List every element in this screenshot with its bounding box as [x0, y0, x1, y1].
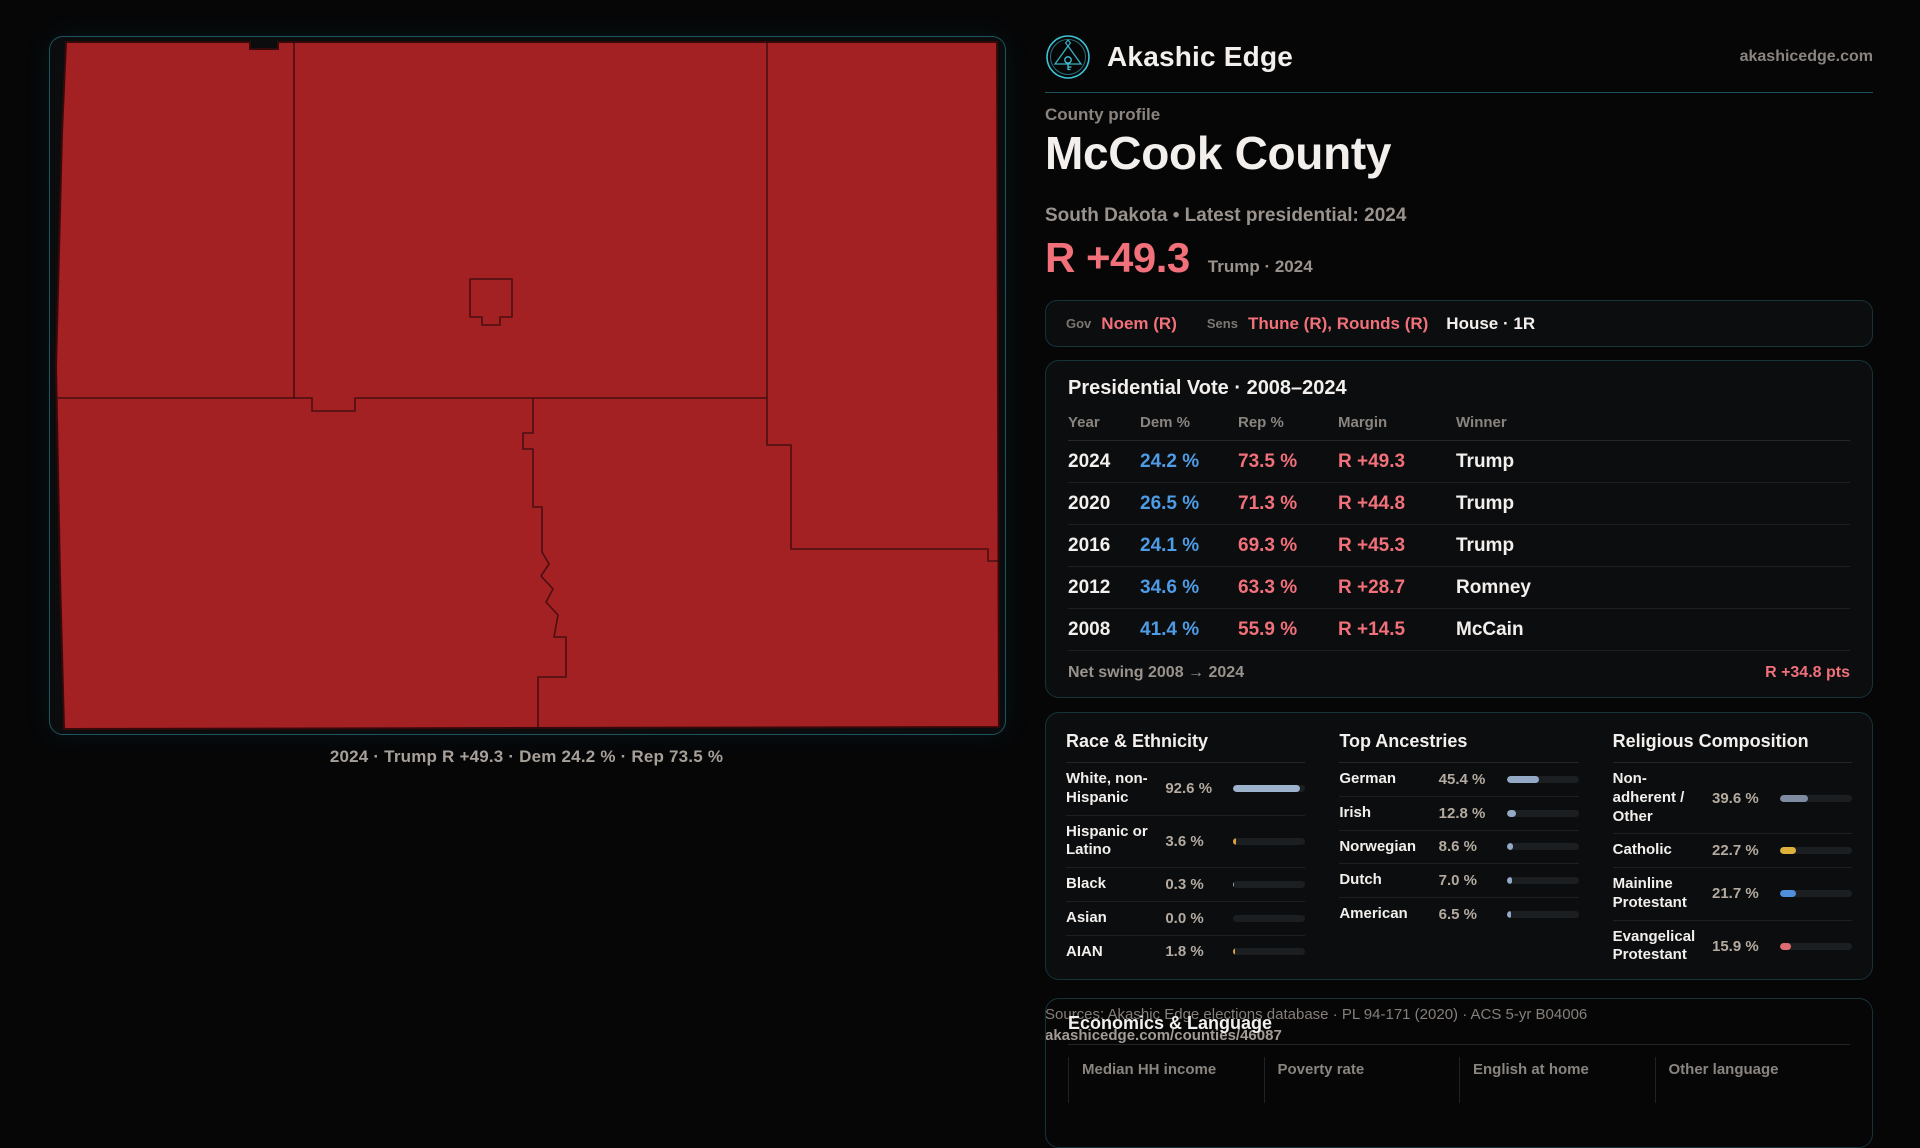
stat-bar: [1506, 843, 1579, 851]
sources-footer: Sources: Akashic Edge elections database…: [1045, 1004, 1765, 1046]
economics-card: Economics & Language Median HH income Po…: [1045, 998, 1873, 1148]
stat-bar: [1506, 809, 1579, 817]
col-median-income: Median HH income: [1068, 1057, 1264, 1103]
pres-table-header: Year Dem % Rep % Margin Winner: [1068, 414, 1850, 441]
map-caption: 2024 · Trump R +49.3 · Dem 24.2 % · Rep …: [329, 747, 724, 766]
akashic-edge-logo-icon: [1046, 35, 1090, 79]
latest-margin-row: R +49.3 Trump · 2024: [1045, 234, 1313, 282]
stat-bar: [1506, 775, 1579, 783]
economics-columns: Median HH income Poverty rate English at…: [1068, 1057, 1850, 1103]
table-row: 2020 26.5 % 71.3 % R +44.8 Trump: [1068, 483, 1850, 525]
col-winner: Winner: [1456, 414, 1507, 431]
col-rep: Rep %: [1238, 414, 1284, 431]
table-row: 2016 24.1 % 69.3 % R +45.3 Trump: [1068, 525, 1850, 567]
list-item: Non-adherent / Other 39.6 %: [1612, 763, 1852, 835]
list-item: Hispanic or Latino 3.6 %: [1066, 816, 1306, 868]
stat-bar: [1233, 948, 1306, 956]
table-row: 2012 34.6 % 63.3 % R +28.7 Romney: [1068, 567, 1850, 609]
stat-bar: [1779, 794, 1852, 802]
stat-bar: [1233, 785, 1306, 793]
page-subtitle: South Dakota • Latest presidential: 2024: [1045, 205, 1407, 226]
sens-value: Thune (R), Rounds (R): [1247, 313, 1429, 333]
stat-bar: [1779, 890, 1852, 898]
sens-label: Sens: [1206, 316, 1238, 331]
stat-bar: [1779, 847, 1852, 855]
economics-title: Economics & Language: [1068, 1013, 1273, 1033]
list-item: Catholic 22.7 %: [1612, 834, 1852, 868]
latest-margin-context: Trump · 2024: [1207, 257, 1313, 276]
gov-label: Gov: [1066, 316, 1092, 331]
header-bar: Akashic Edge akashicedge.com: [1045, 33, 1873, 81]
presidential-vote-card: Presidential Vote · 2008–2024 Year Dem %…: [1045, 360, 1873, 698]
ancestries-title: Top Ancestries: [1339, 731, 1468, 751]
county-map-card: [49, 36, 1006, 735]
table-row: 2024 24.2 % 73.5 % R +49.3 Trump: [1068, 441, 1850, 483]
net-swing-row: Net swing 2008 → 2024 R +34.8 pts: [1068, 664, 1850, 682]
list-item: Dutch 7.0 %: [1339, 864, 1579, 898]
race-title: Race & Ethnicity: [1066, 731, 1209, 751]
religion-title: Religious Composition: [1612, 731, 1809, 751]
house-value: House · 1R: [1446, 313, 1536, 333]
religion-column: Religious Composition Non-adherent / Oth…: [1612, 731, 1852, 973]
gov-value: Noem (R): [1101, 313, 1177, 333]
list-item: Norwegian 8.6 %: [1339, 831, 1579, 865]
pres-card-title: Presidential Vote · 2008–2024: [1068, 377, 1347, 399]
col-dem: Dem %: [1140, 414, 1191, 431]
latest-margin-value: R +49.3: [1045, 234, 1190, 281]
list-item: White, non-Hispanic 92.6 %: [1066, 763, 1306, 816]
list-item: AIAN 1.8 %: [1066, 936, 1306, 969]
col-english-home: English at home: [1459, 1057, 1655, 1103]
col-margin: Margin: [1338, 414, 1388, 431]
list-item: Asian 0.0 %: [1066, 902, 1306, 936]
county-shape[interactable]: [54, 41, 1001, 731]
stat-bar: [1233, 914, 1306, 922]
stat-bar: [1233, 880, 1306, 888]
county-url-link[interactable]: akashicedge.com/counties/46087: [1045, 1027, 1282, 1044]
header-divider: [1045, 92, 1873, 93]
precinct-boundaries: [57, 42, 999, 729]
stat-bar: [1233, 837, 1306, 845]
county-map: [54, 41, 1001, 731]
col-poverty-rate: Poverty rate: [1263, 1057, 1460, 1103]
page-title: McCook County: [1045, 127, 1392, 179]
col-year: Year: [1068, 414, 1100, 431]
brand-domain-link[interactable]: akashicedge.com: [1739, 48, 1873, 65]
stat-bar: [1506, 877, 1579, 885]
col-other-language: Other language: [1654, 1057, 1851, 1103]
sources-line: Sources: Akashic Edge elections database…: [1045, 1006, 1588, 1023]
stat-bar: [1779, 942, 1852, 950]
list-item: American 6.5 %: [1339, 898, 1579, 931]
brand-name: Akashic Edge: [1107, 41, 1294, 72]
race-ethnicity-column: Race & Ethnicity White, non-Hispanic 92.…: [1066, 731, 1306, 972]
list-item: Mainline Protestant 21.7 %: [1612, 868, 1852, 921]
list-item: Irish 12.8 %: [1339, 797, 1579, 831]
officials-bar: Gov Noem (R) Sens Thune (R), Rounds (R) …: [1045, 300, 1873, 347]
demographics-card: Race & Ethnicity White, non-Hispanic 92.…: [1045, 712, 1873, 980]
stat-bar: [1506, 910, 1579, 918]
table-row: 2008 41.4 % 55.9 % R +14.5 McCain: [1068, 609, 1850, 651]
list-item: Black 0.3 %: [1066, 868, 1306, 902]
ancestries-column: Top Ancestries German 45.4 % Irish 12.8 …: [1339, 731, 1579, 972]
net-swing-value: R +34.8 pts: [1765, 664, 1850, 681]
eyebrow-label: County profile: [1045, 105, 1161, 124]
list-item: Evangelical Protestant 15.9 %: [1613, 921, 1852, 973]
net-swing-label: Net swing 2008 → 2024: [1068, 664, 1245, 681]
list-item: German 45.4 %: [1339, 763, 1579, 797]
